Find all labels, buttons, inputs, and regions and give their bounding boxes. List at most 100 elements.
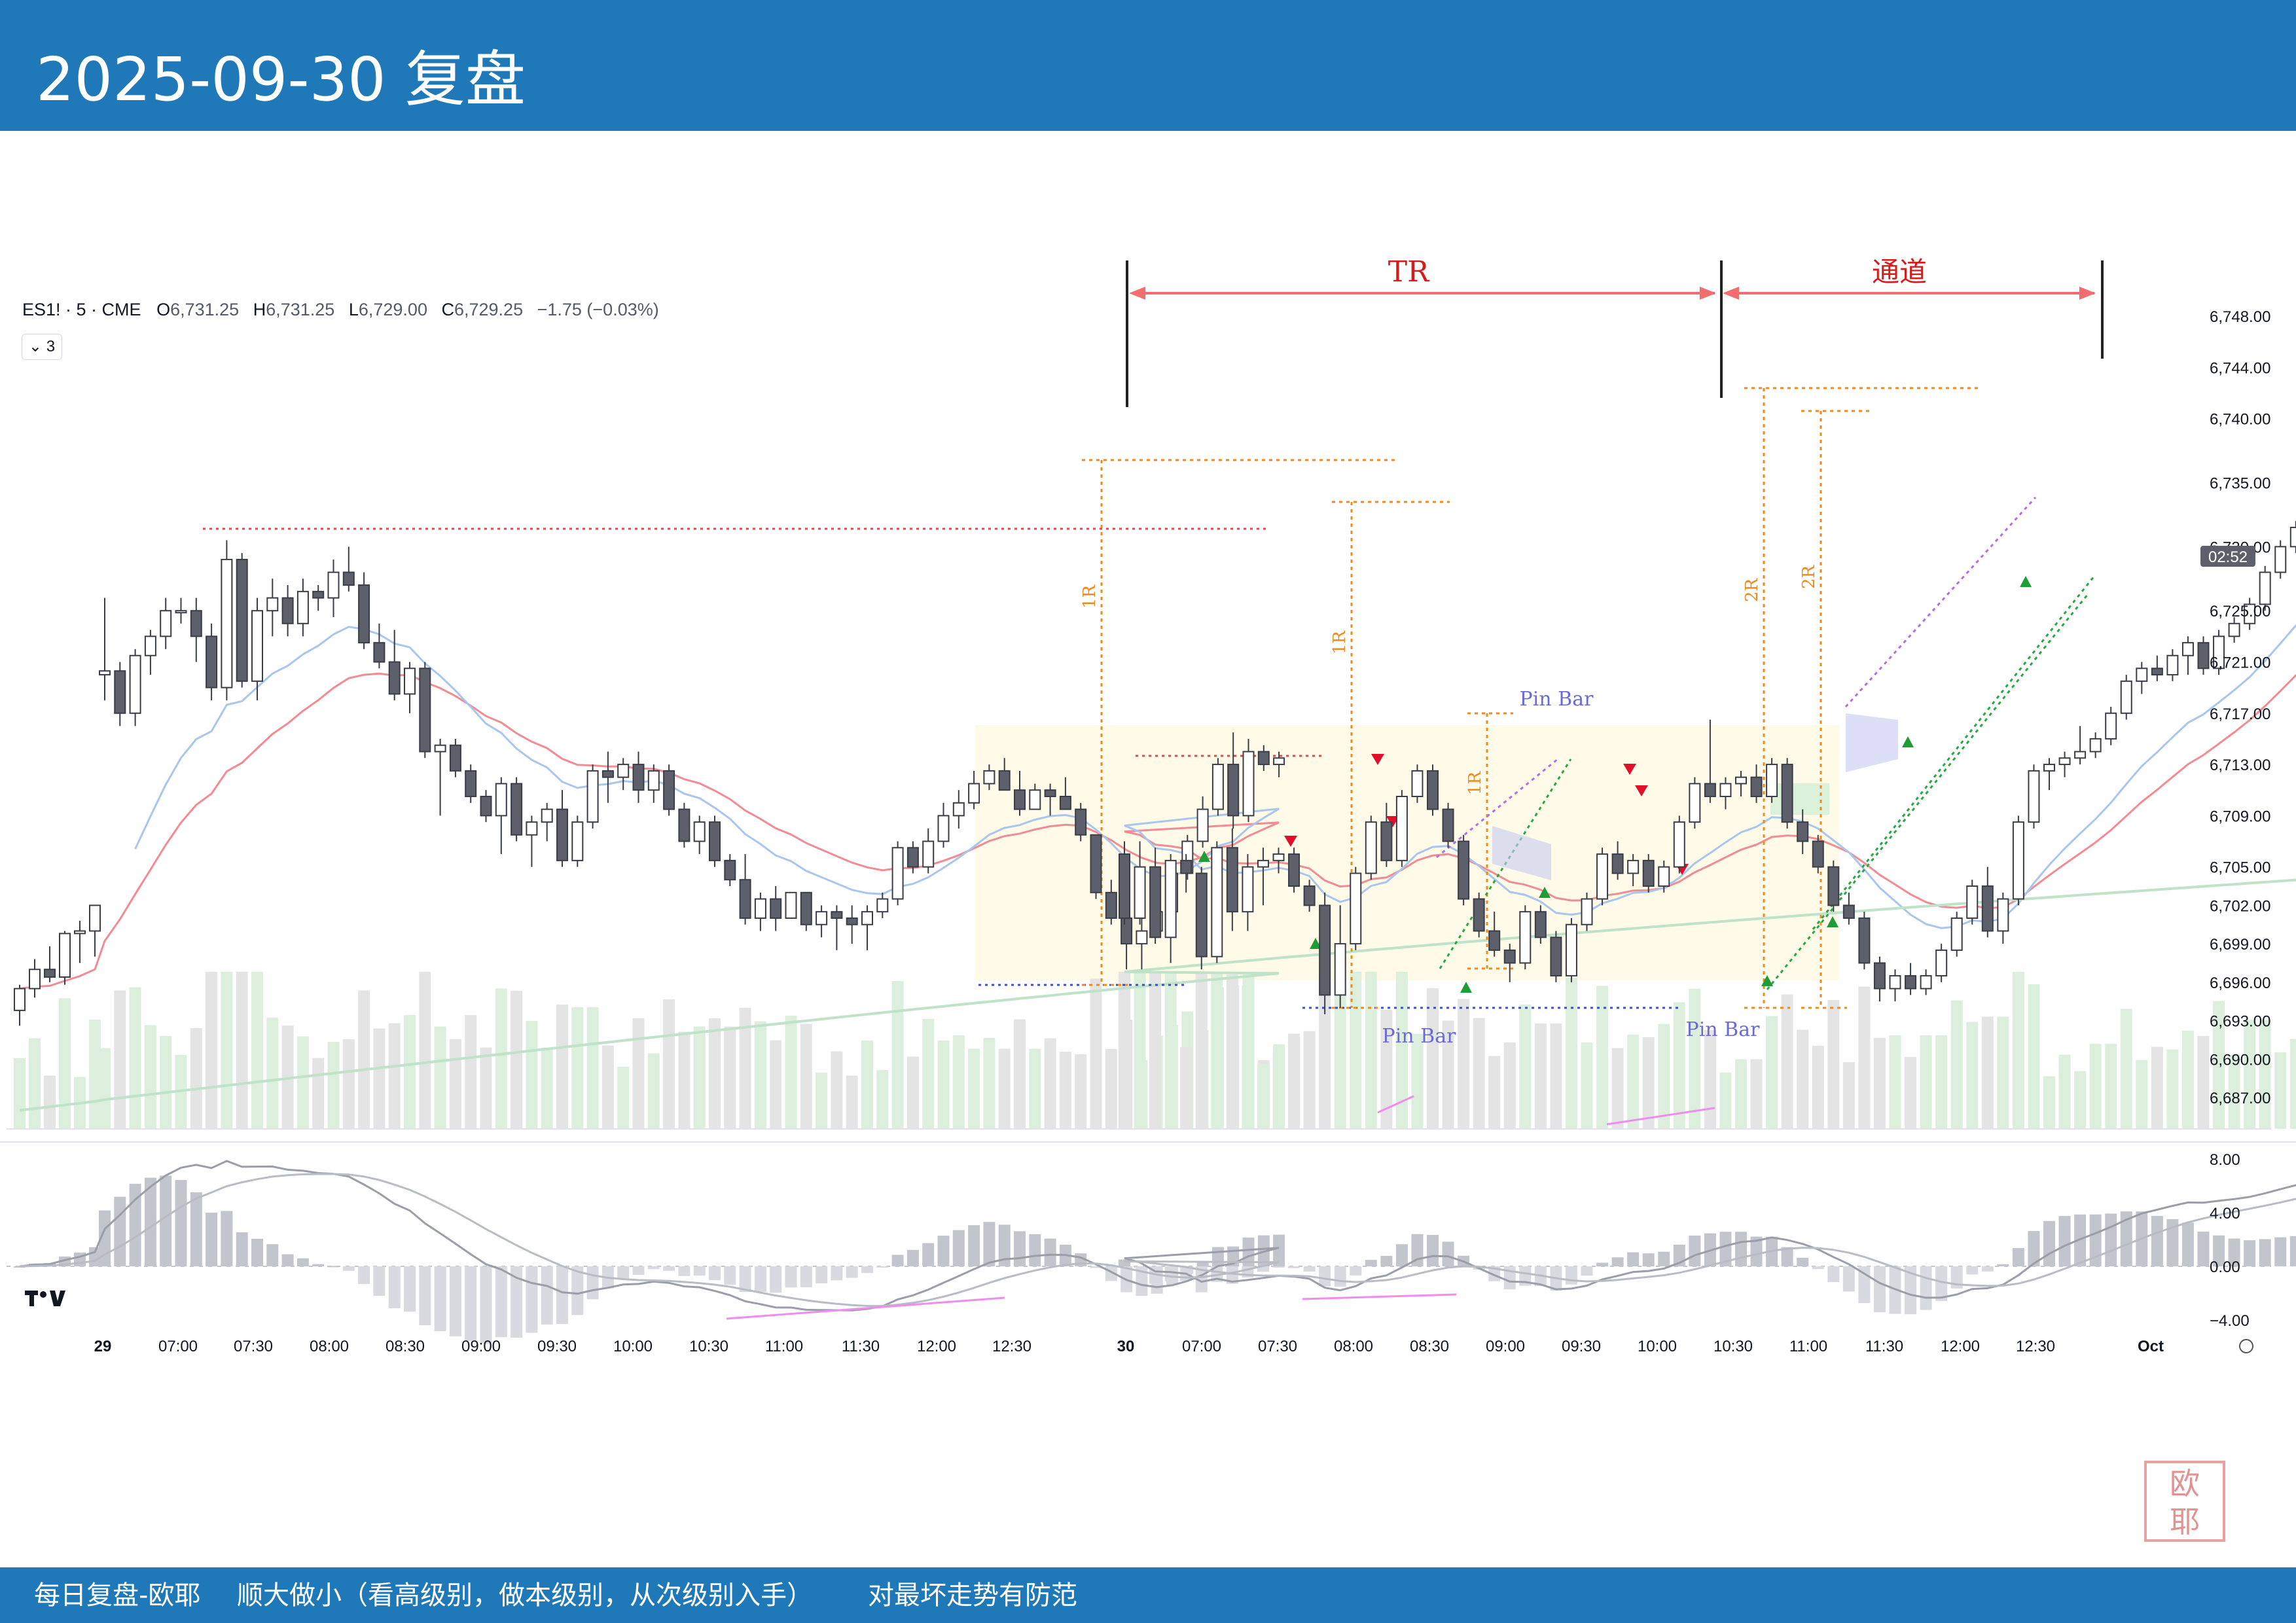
buy-signal-icon: [1902, 736, 1914, 747]
candle-body: [1981, 885, 1994, 932]
volume-bar: [632, 1018, 645, 1129]
measured-move-label: 1R: [1330, 630, 1350, 654]
high-label: H: [253, 300, 266, 319]
volume-bar: [526, 1021, 538, 1129]
divergence-line: [1377, 1095, 1414, 1114]
candle-body: [754, 898, 766, 919]
ema-slow-line: [134, 624, 2296, 929]
volume-bar: [449, 1039, 461, 1129]
buy-signal-icon: [1761, 975, 1773, 986]
macd-histogram-bar: [2166, 1219, 2179, 1266]
volume-bar: [495, 988, 507, 1129]
volume-bar: [221, 972, 233, 1129]
macd-tick-label: 4.00: [2210, 1205, 2240, 1222]
macd-histogram-bar: [129, 1183, 141, 1266]
volume-bar: [816, 1073, 828, 1129]
volume-bar: [891, 981, 904, 1129]
price-tick-label: 6,744.00: [2210, 359, 2270, 377]
candle-body: [511, 783, 523, 836]
candle-body: [1642, 859, 1655, 887]
macd-tick-label: 0.00: [2210, 1258, 2240, 1276]
macd-histogram-bar: [1642, 1253, 1655, 1266]
candle-body: [1611, 853, 1624, 874]
volume-bar: [2197, 1036, 2210, 1129]
time-tick-label: 29: [94, 1338, 112, 1355]
volume-bar: [1719, 1073, 1732, 1129]
candle-body: [1627, 859, 1640, 874]
divergence-line: [1302, 1293, 1457, 1300]
candle-body: [861, 911, 873, 925]
buy-signal-icon: [2020, 576, 2032, 587]
macd-histogram-bar: [2074, 1214, 2087, 1266]
volume-bar: [1905, 1057, 1917, 1129]
volume-bar: [739, 1008, 751, 1129]
macd-histogram-bar: [785, 1266, 797, 1288]
indicator-toggle-button[interactable]: ⌄ 3: [22, 334, 62, 360]
candle-body: [1164, 859, 1177, 938]
volume-bar: [1673, 1002, 1685, 1129]
macd-histogram-bar: [1627, 1252, 1640, 1266]
price-tick-label: 6,740.00: [2210, 411, 2270, 429]
volume-bar: [1380, 1010, 1393, 1129]
candle-body: [160, 610, 172, 637]
volume-bar: [2259, 1020, 2271, 1129]
volume-bar: [1488, 1056, 1501, 1129]
macd-histogram-bar: [465, 1266, 477, 1341]
candle-body: [693, 821, 706, 842]
candle-body: [556, 808, 568, 861]
channel-line: [1436, 758, 1558, 859]
candle-body: [1827, 866, 1840, 906]
time-tick-label: 07:30: [234, 1338, 273, 1355]
macd-histogram-bar: [1488, 1266, 1501, 1281]
volume-bar: [724, 1026, 736, 1129]
candle-body: [800, 891, 812, 925]
macd-histogram-bar: [373, 1266, 386, 1296]
volume-bar: [114, 990, 126, 1129]
candle-body: [14, 988, 26, 1011]
candle-body: [2089, 738, 2102, 753]
candle-body: [1473, 898, 1485, 932]
volume-bar: [327, 1042, 340, 1129]
candle-body: [1719, 783, 1732, 798]
volume-bar: [266, 1018, 279, 1129]
candle-body: [44, 969, 56, 978]
volume-bar: [2136, 1060, 2148, 1129]
volume-bar: [1195, 972, 1208, 1129]
chevron-down-icon: ⌄: [28, 338, 43, 355]
macd-histogram-bar: [1288, 1266, 1300, 1268]
candle-body: [724, 859, 736, 881]
candle-body: [1257, 859, 1269, 868]
volume-bar: [190, 1028, 202, 1129]
macd-histogram-bar: [754, 1266, 766, 1292]
candle-body: [29, 969, 41, 990]
candle-body: [1134, 866, 1146, 919]
candlestick-chart[interactable]: 6,748.006,744.006,740.006,735.006,730.00…: [0, 131, 2296, 1374]
close-label: C: [441, 300, 454, 319]
candle-body: [678, 808, 691, 842]
volume-bar: [465, 1015, 477, 1129]
macd-histogram-bar: [846, 1266, 858, 1278]
volume-bar: [1781, 994, 1793, 1129]
candle-body: [541, 808, 553, 823]
macd-histogram-bar: [1735, 1232, 1747, 1266]
candle-body: [296, 590, 309, 624]
macd-histogram-bar: [1781, 1247, 1793, 1266]
symbol-legend: ES1! · 5 · CME O6,731.25 H6,731.25 L6,72…: [22, 300, 659, 320]
candle-body: [1121, 917, 1133, 945]
candle-body: [1211, 847, 1223, 957]
symbol-name[interactable]: ES1! · 5 · CME: [22, 300, 141, 319]
volume-bar: [1689, 989, 1701, 1129]
volume-bar: [906, 1056, 919, 1129]
macd-histogram-bar: [816, 1266, 828, 1284]
macd-histogram-bar: [2259, 1239, 2271, 1266]
macd-histogram-bar: [1611, 1257, 1624, 1266]
buy-signal-icon: [1460, 982, 1472, 993]
volume-bar: [678, 1031, 691, 1129]
high-value: 6,731.25: [266, 300, 335, 319]
volume-bar: [800, 1024, 812, 1129]
pin-bar-label: Pin Bar: [1686, 1018, 1761, 1041]
volume-bar: [571, 1007, 584, 1129]
candle-body: [1704, 783, 1716, 798]
measured-move-label: 2R: [1742, 577, 1762, 602]
volume-bar: [1164, 972, 1177, 1129]
